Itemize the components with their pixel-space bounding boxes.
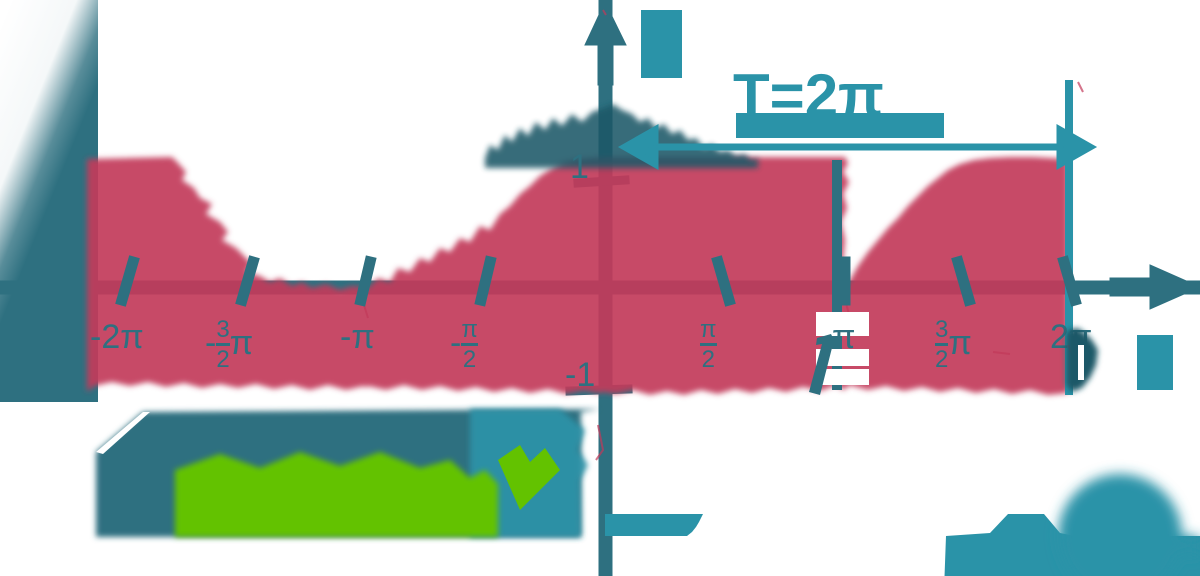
svg-text:T=2π: T=2π: [733, 62, 884, 129]
